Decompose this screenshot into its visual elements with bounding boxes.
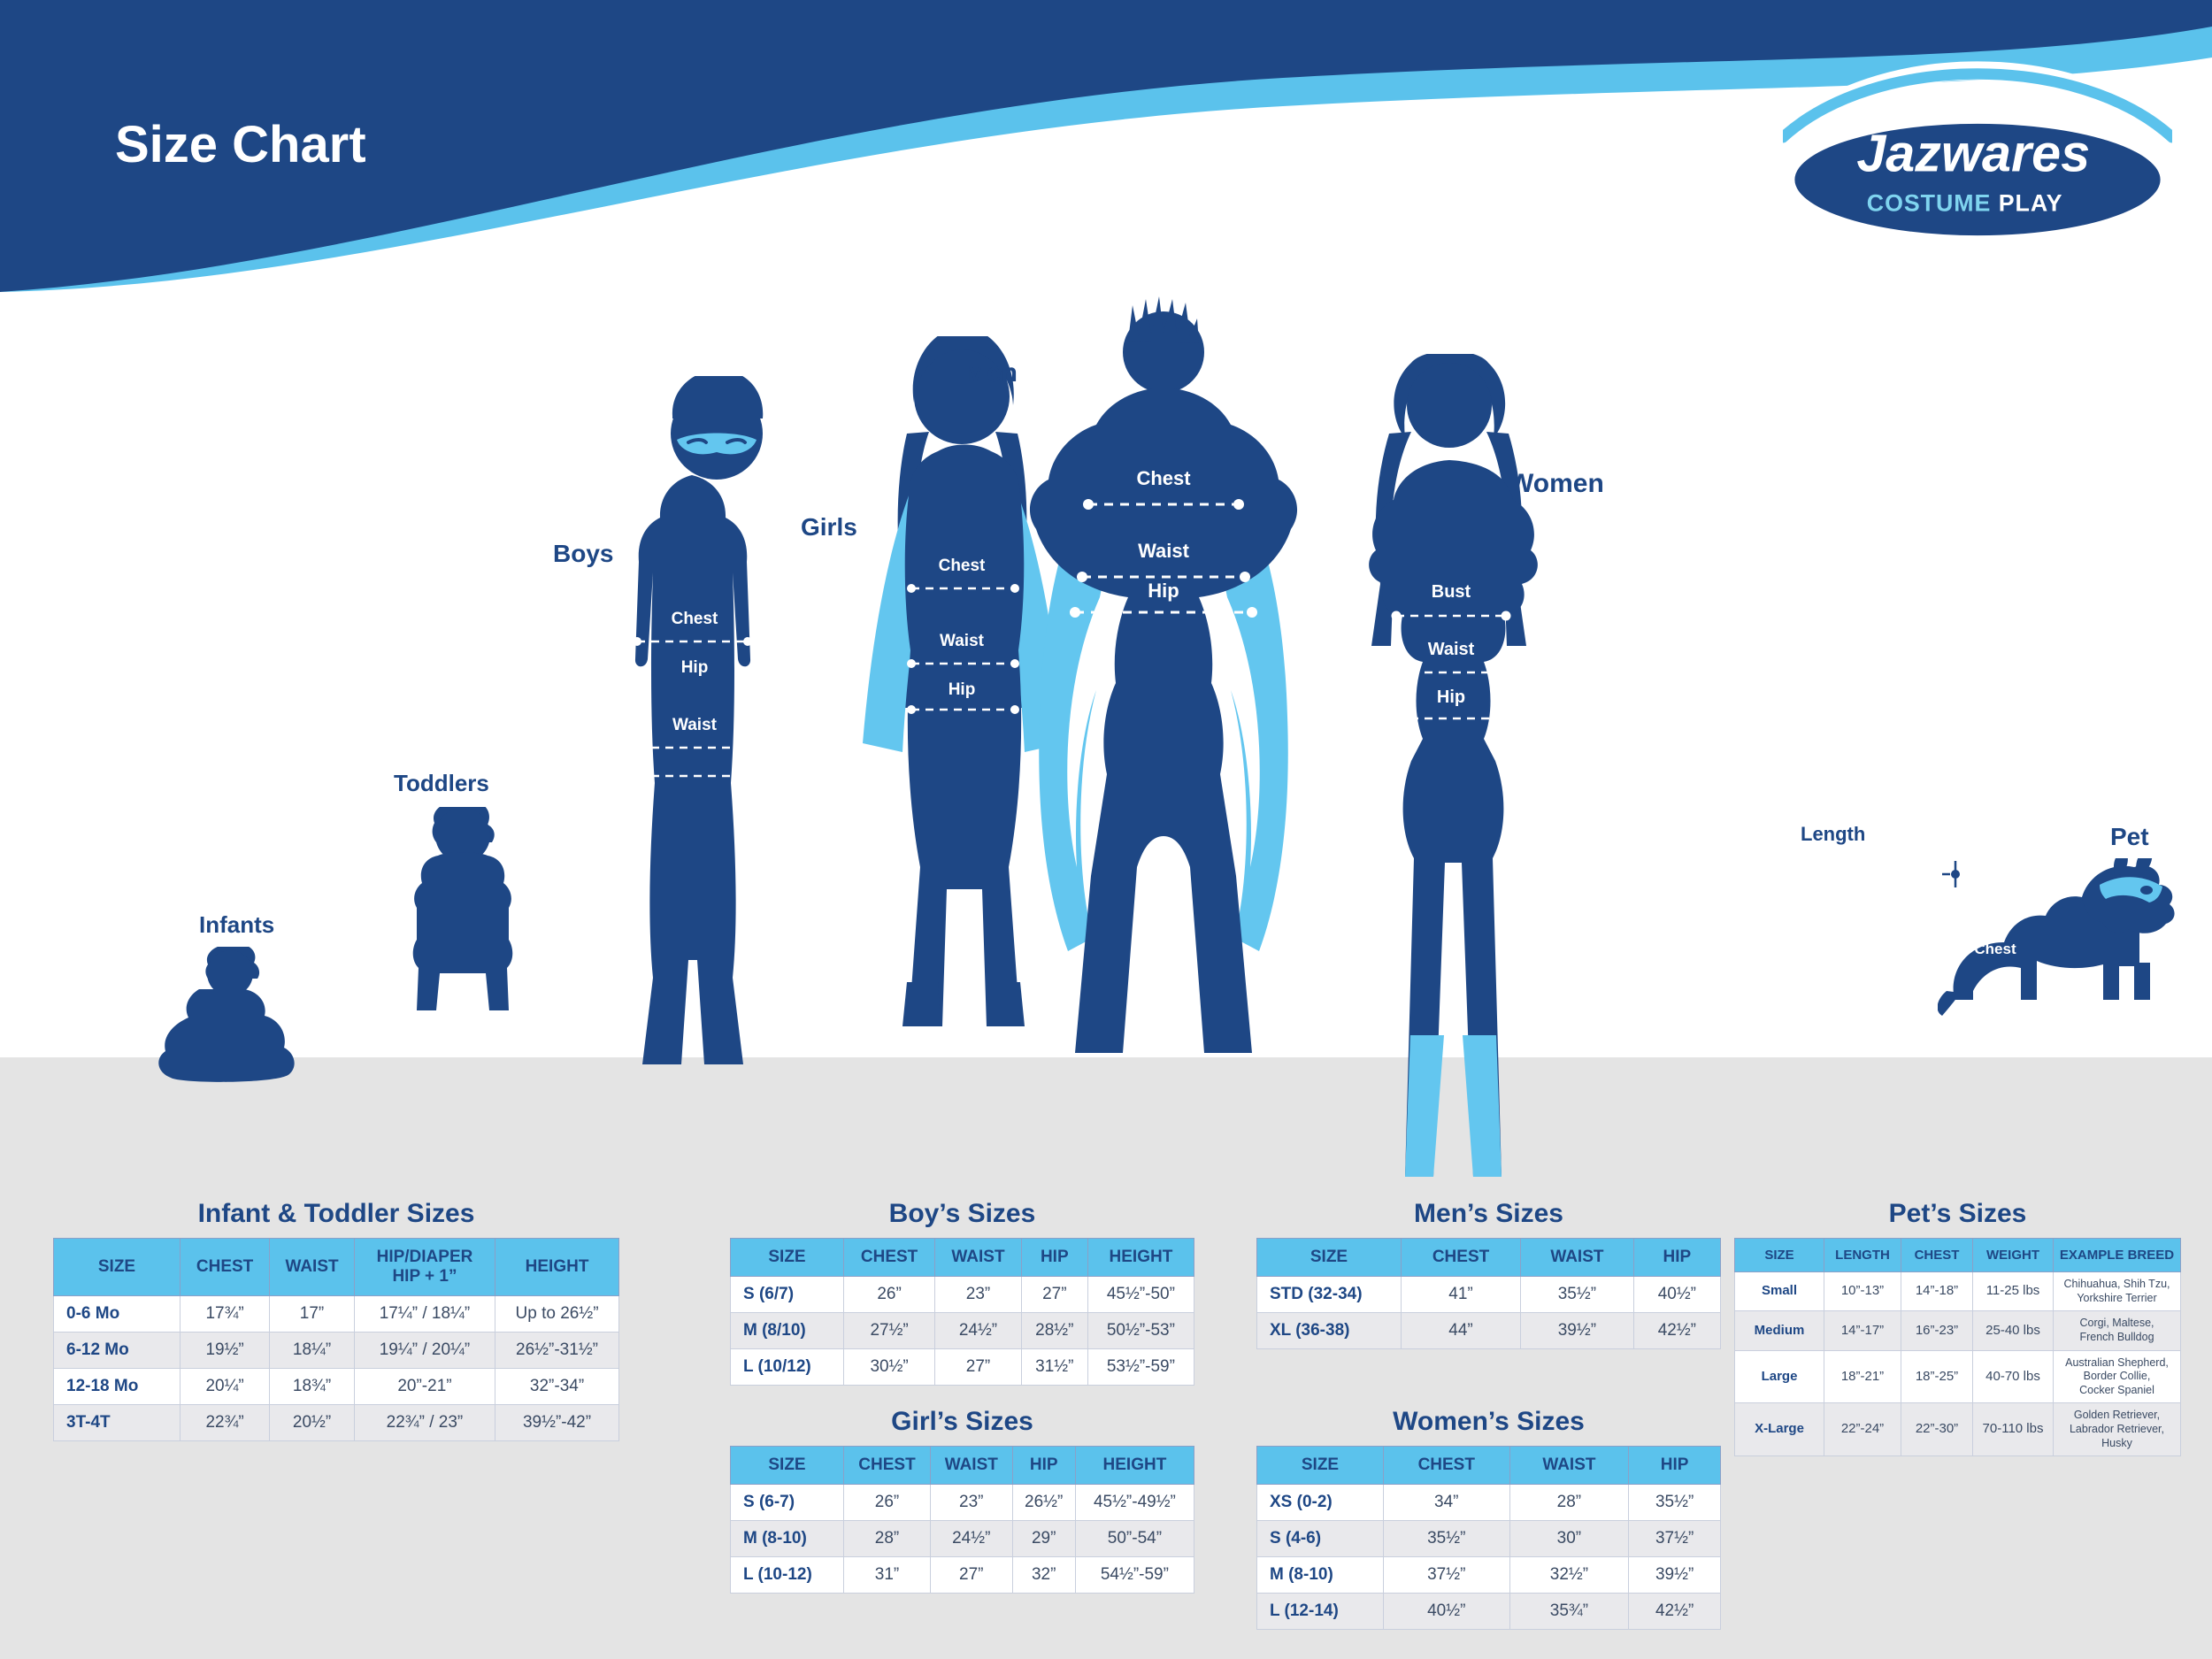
svg-text:Hip: Hip xyxy=(681,658,709,677)
svg-text:Waist: Waist xyxy=(1138,540,1190,562)
svg-text:Jazwares: Jazwares xyxy=(1856,123,2090,182)
svg-text:Waist: Waist xyxy=(940,632,985,650)
svg-text:Chest: Chest xyxy=(1974,941,2016,957)
svg-text:Chest: Chest xyxy=(939,557,986,575)
svg-text:Bust: Bust xyxy=(1432,582,1471,602)
svg-text:Hip: Hip xyxy=(1437,687,1465,707)
svg-text:Waist: Waist xyxy=(1428,640,1475,659)
svg-text:Hip: Hip xyxy=(1148,580,1179,602)
svg-text:Chest: Chest xyxy=(1136,467,1191,489)
svg-text:COSTUME PLAY: COSTUME PLAY xyxy=(1867,189,2063,216)
svg-text:Chest: Chest xyxy=(672,610,718,628)
svg-text:Hip: Hip xyxy=(949,680,976,699)
svg-text:Waist: Waist xyxy=(672,716,718,734)
